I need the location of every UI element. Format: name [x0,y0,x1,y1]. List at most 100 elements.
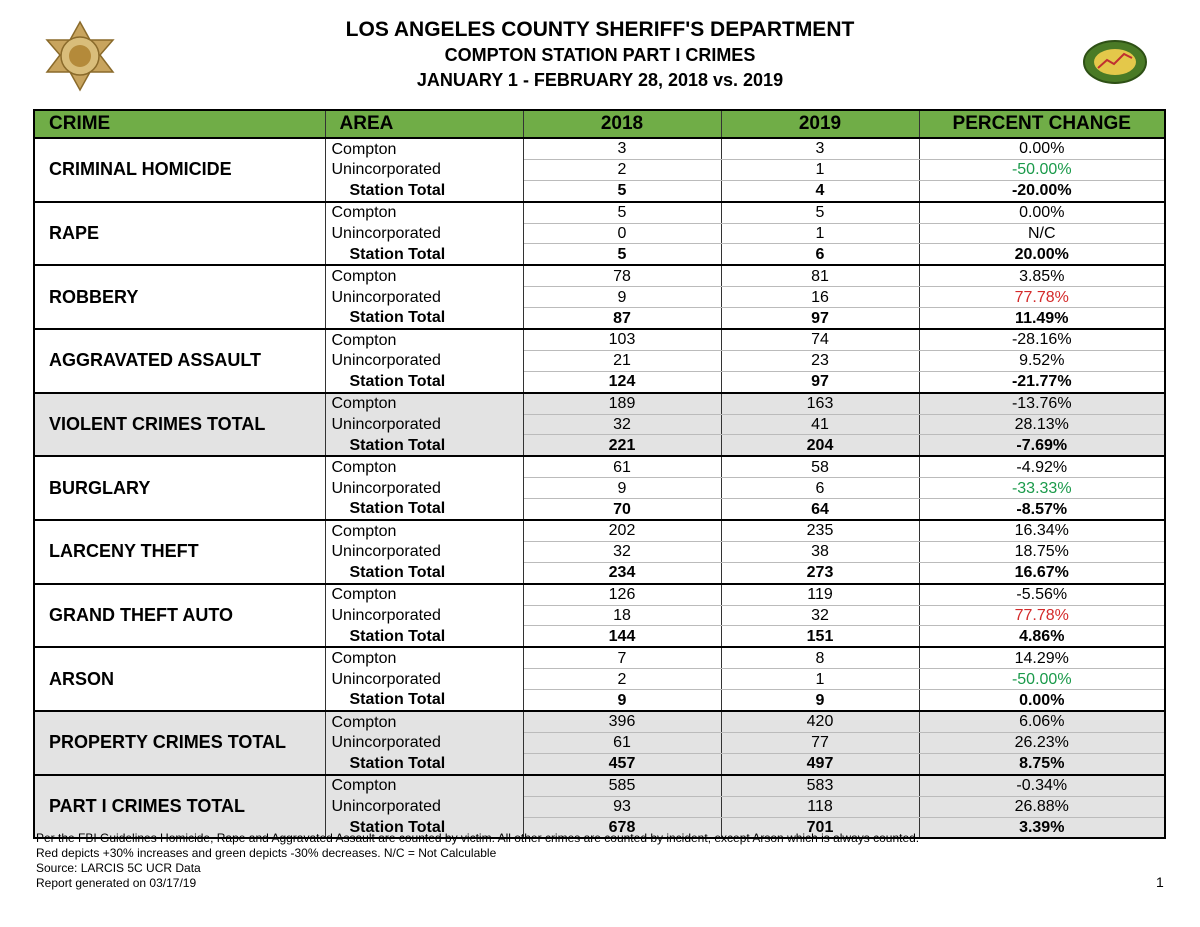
table-row: AGGRAVATED ASSAULT Compton 103 74 -28.16% [34,327,1166,393]
percent-change: 26.88% [919,796,1166,818]
crime-name: PART I CRIMES TOTAL [34,773,326,839]
area: Compton [325,327,524,351]
count-2019: 97 [721,371,920,393]
column-header: PERCENT CHANGE [918,109,1166,139]
crime-table: CRIME AREA 2018 2019 PERCENT CHANGE CRIMINAL… [33,109,1166,840]
count-2019: 235 [721,519,920,542]
percent-change: 77.78% [919,605,1166,627]
count-2019: 38 [721,541,920,563]
count-2019: 1 [721,223,920,245]
area: Station Total [325,817,524,839]
header-row: CRIME AREA 2018 2019 PERCENT CHANGE [33,109,1166,139]
area: Compton [325,582,524,606]
percent-change: -20.00% [919,180,1166,202]
area: Unincorporated [325,541,524,563]
count-2018: 144 [523,625,722,648]
count-2018: 7 [523,646,722,670]
footnote: Per the FBI Guidelines Homicide, Rape an… [36,831,920,845]
count-2019: 64 [721,498,920,521]
count-2019: 1 [721,159,920,181]
area: Station Total [325,371,524,393]
table-row: Station Total 9 9 0.00% [34,689,1166,712]
table-row: GRAND THEFT AUTO Compton 126 119 -5.56% [34,582,1166,648]
count-2018: 2 [523,668,722,691]
table-row: Station Total 70 64 -8.57% [34,498,1166,521]
count-2018: 3 [523,136,722,160]
table-row: Station Total 87 97 11.49% [34,307,1166,330]
count-2019: 6 [721,243,920,266]
page-number: 1 [1156,874,1164,890]
percent-change: 3.39% [919,817,1166,839]
table-row: RAPE Compton 5 5 0.00% [34,200,1166,266]
table-row: Station Total 5 4 -20.00% [34,180,1166,202]
table-row: Unincorporated 9 6 -33.33% [34,477,1166,500]
count-2018: 2 [523,159,722,181]
table-row: CRIMINAL HOMICIDE Compton 3 3 0.00% [34,136,1166,202]
percent-change: -8.57% [919,498,1166,521]
area: Unincorporated [325,414,524,435]
column-header: CRIME [33,109,326,139]
count-2019: 74 [721,327,920,351]
count-2019: 204 [721,434,920,457]
area: Unincorporated [325,668,524,690]
table-body: CRIMINAL HOMICIDE Compton 3 3 0.00% Unincorpo… [34,136,1166,839]
crime-name: RAPE [34,200,326,266]
percent-change: 20.00% [919,243,1166,266]
count-2018: 124 [523,371,722,393]
area: Compton [325,136,524,160]
percent-change: 16.67% [919,562,1166,584]
crime-name: VIOLENT CRIMES TOTAL [34,391,326,457]
count-2018: 221 [523,434,722,457]
area: Compton [325,710,524,733]
table-row: Station Total 221 204 -7.69% [34,434,1166,457]
table-head: CRIME AREA 2018 2019 PERCENT CHANGE [33,109,1166,139]
count-2019: 16 [721,286,920,309]
area: Station Total [325,625,524,648]
sheriff-star [45,20,115,92]
count-2019: 163 [721,391,920,415]
count-2018: 585 [523,773,722,797]
count-2018: 87 [523,307,722,330]
subtitle: COMPTON STATION PART I CRIMES [444,45,756,65]
table-row: BURGLARY Compton 61 58 -4.92% [34,455,1166,521]
table-row: Unincorporated 32 41 28.13% [34,414,1166,436]
period: JANUARY 1 - FEBRUARY 28, 2018 vs. 2019 [416,70,784,90]
count-2018: 9 [523,286,722,309]
area: Compton [325,391,524,415]
count-2019: 8 [721,646,920,670]
area: Unincorporated [325,732,524,754]
crime-name: GRAND THEFT AUTO [34,582,326,648]
table-row: Station Total 678 701 3.39% [34,817,1166,839]
count-2019: 97 [721,307,920,330]
count-2018: 21 [523,350,722,372]
count-2019: 23 [721,350,920,372]
area: Compton [325,646,524,669]
percent-change: 77.78% [919,286,1166,309]
count-2018: 5 [523,180,722,202]
percent-change: 6.06% [919,710,1166,733]
table-row: Unincorporated 2 1 -50.00% [34,159,1166,181]
count-2018: 457 [523,753,722,775]
count-2019: 41 [721,414,920,436]
crime-name: BURGLARY [34,455,326,521]
crime-name: CRIMINAL HOMICIDE [34,137,326,202]
count-2018: 9 [523,477,722,500]
count-2018: 5 [523,200,722,224]
count-2019: 119 [721,582,920,606]
count-2018: 103 [523,327,722,351]
table-row: ARSON Compton 7 8 14.29% [34,646,1166,712]
table-row: Station Total 457 497 8.75% [34,753,1166,775]
crime-name: LARCENY THEFT [34,519,326,584]
area: Compton [325,264,524,287]
area: Compton [325,455,524,478]
count-2018: 189 [523,391,722,415]
table-row: Station Total 124 97 -21.77% [34,371,1166,393]
count-2019: 497 [721,753,920,775]
percent-change: -33.33% [919,477,1166,500]
count-2018: 61 [523,455,722,479]
area: Unincorporated [325,477,524,499]
table-row: Unincorporated 21 23 9.52% [34,350,1166,372]
count-2019: 583 [721,773,920,797]
count-2018: 234 [523,562,722,584]
column-header: AREA [324,109,524,139]
